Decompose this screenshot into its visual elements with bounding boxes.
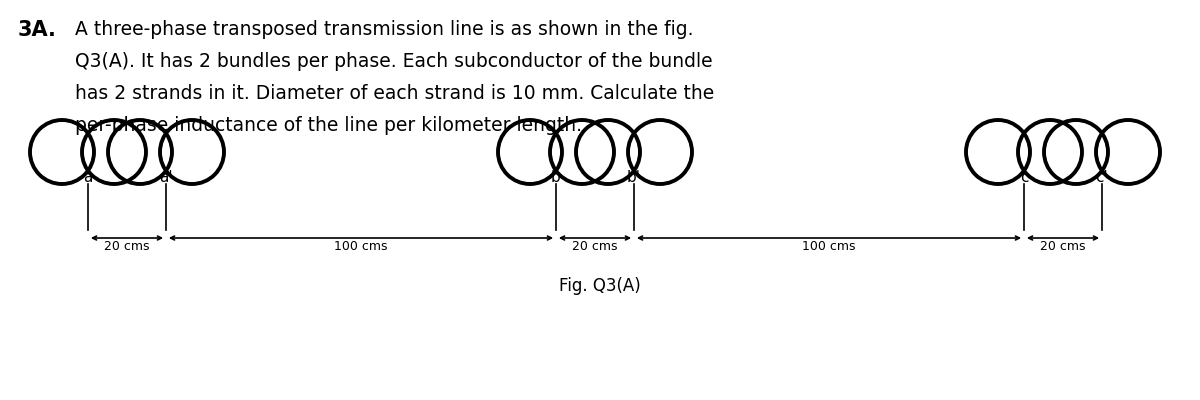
Text: b': b' — [628, 170, 641, 185]
Text: A three-phase transposed transmission line is as shown in the fig.: A three-phase transposed transmission li… — [74, 20, 694, 39]
Text: a: a — [83, 170, 92, 185]
Text: 20 cms: 20 cms — [572, 240, 618, 253]
Text: c: c — [1020, 170, 1028, 185]
Text: Fig. Q3(A): Fig. Q3(A) — [559, 277, 641, 295]
Text: 20 cms: 20 cms — [104, 240, 150, 253]
Text: 100 cms: 100 cms — [803, 240, 856, 253]
Text: 3A.: 3A. — [18, 20, 56, 40]
Text: 100 cms: 100 cms — [335, 240, 388, 253]
Text: has 2 strands in it. Diameter of each strand is 10 mm. Calculate the: has 2 strands in it. Diameter of each st… — [74, 84, 714, 103]
Text: b: b — [551, 170, 560, 185]
Text: per-phase inductance of the line per kilometer length.: per-phase inductance of the line per kil… — [74, 116, 582, 135]
Text: c': c' — [1096, 170, 1109, 185]
Text: a': a' — [160, 170, 173, 185]
Text: 20 cms: 20 cms — [1040, 240, 1086, 253]
Text: Q3(A). It has 2 bundles per phase. Each subconductor of the bundle: Q3(A). It has 2 bundles per phase. Each … — [74, 52, 713, 71]
